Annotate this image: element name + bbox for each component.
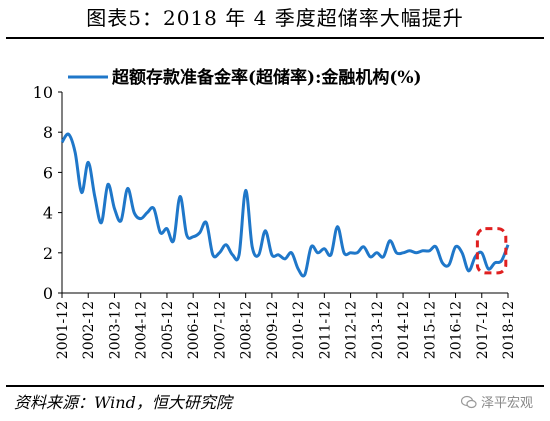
x-tick-label: 2016-12 <box>449 301 465 359</box>
x-tick-label: 2015-12 <box>422 301 438 359</box>
y-tick-label: 2 <box>43 244 53 263</box>
y-tick-label: 6 <box>43 163 53 182</box>
legend: 超额存款准备金率(超储率):金融机构(%) <box>68 67 422 88</box>
x-tick-label: 2012-12 <box>344 301 360 359</box>
x-tick-label: 2017-12 <box>475 301 491 359</box>
x-tick-label: 2007-12 <box>212 301 228 359</box>
x-tick-label: 2006-12 <box>186 301 202 359</box>
y-tick-label: 8 <box>43 123 53 142</box>
x-tick-label: 2005-12 <box>160 301 176 359</box>
series-line <box>60 132 510 278</box>
x-tick-label: 2009-12 <box>265 301 281 359</box>
legend-label: 超额存款准备金率(超储率):金融机构(%) <box>112 67 422 88</box>
x-tick-label: 2013-12 <box>370 301 386 359</box>
x-tick-label: 2014-12 <box>396 301 412 359</box>
x-tick-label: 2010-12 <box>291 301 307 359</box>
source-divider <box>6 385 544 387</box>
wechat-icon <box>461 395 477 408</box>
x-tick-label: 2008-12 <box>239 301 255 359</box>
y-axis: 0 2 4 6 8 10 <box>33 83 63 303</box>
watermark-text: 泽平宏观 <box>481 396 534 411</box>
x-tick-label: 2002-12 <box>81 301 97 359</box>
y-tick-label: 0 <box>43 284 53 303</box>
y-tick-label: 10 <box>33 83 53 102</box>
watermark: 泽平宏观 <box>461 392 533 411</box>
x-tick-label: 2018-12 <box>501 301 517 359</box>
x-tick-label: 2001-12 <box>55 301 71 359</box>
plot-area <box>60 132 510 278</box>
chart-title: 图表5：2018 年 4 季度超储率大幅提升 <box>86 6 464 30</box>
x-tick-label: 2003-12 <box>107 301 123 359</box>
y-tick-label: 4 <box>43 204 53 223</box>
x-tick-label: 2004-12 <box>134 301 150 359</box>
x-axis: 2001-12 2002-12 2003-12 2004-12 2005-12 2006-… <box>55 292 517 359</box>
source-note: 资料来源：Wind，恒大研究院 <box>14 393 232 412</box>
x-tick-label: 2011-12 <box>317 301 333 359</box>
highlight-box <box>475 227 508 275</box>
title-divider <box>6 37 544 39</box>
